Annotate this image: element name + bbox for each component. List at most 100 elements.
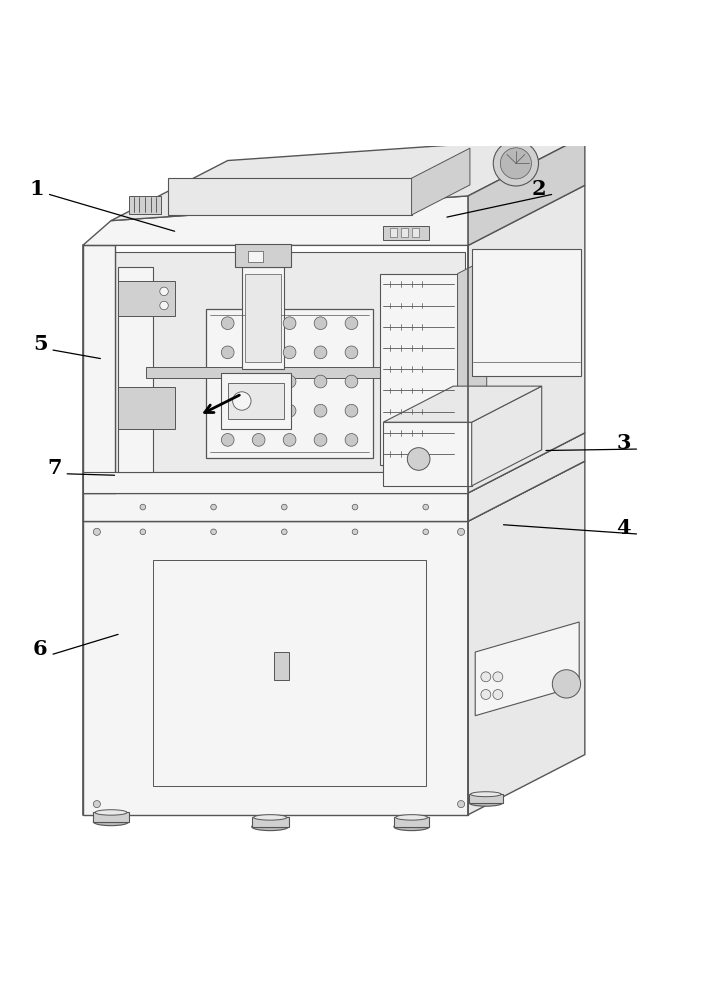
Circle shape (481, 690, 491, 699)
Circle shape (283, 346, 296, 359)
Bar (228, 383, 284, 419)
Circle shape (222, 375, 234, 388)
Circle shape (233, 392, 251, 410)
Ellipse shape (252, 823, 288, 831)
Circle shape (457, 801, 464, 808)
Circle shape (222, 317, 234, 330)
Polygon shape (468, 136, 585, 245)
Bar (391, 228, 398, 237)
Circle shape (345, 375, 358, 388)
Circle shape (252, 317, 265, 330)
Circle shape (283, 375, 296, 388)
Polygon shape (468, 461, 585, 815)
Polygon shape (471, 386, 542, 486)
Circle shape (352, 504, 358, 510)
Bar (394, 817, 430, 827)
Circle shape (552, 670, 581, 698)
Circle shape (314, 317, 327, 330)
Polygon shape (83, 461, 585, 521)
Circle shape (314, 404, 327, 417)
Polygon shape (471, 249, 581, 376)
Polygon shape (118, 267, 153, 472)
Polygon shape (83, 472, 468, 493)
Polygon shape (457, 349, 493, 378)
Circle shape (493, 690, 503, 699)
Text: 1: 1 (29, 179, 44, 199)
Text: 3: 3 (616, 433, 631, 453)
Ellipse shape (471, 792, 501, 797)
Circle shape (493, 672, 503, 682)
Circle shape (481, 672, 491, 682)
Polygon shape (242, 267, 284, 369)
Ellipse shape (395, 815, 427, 820)
Circle shape (140, 529, 146, 535)
Ellipse shape (253, 815, 287, 820)
Bar (129, 196, 160, 214)
Circle shape (283, 404, 296, 417)
Circle shape (345, 346, 358, 359)
Bar (401, 228, 408, 237)
Circle shape (93, 801, 100, 808)
Circle shape (281, 529, 287, 535)
Polygon shape (383, 386, 542, 422)
Circle shape (222, 346, 234, 359)
Circle shape (423, 504, 429, 510)
Polygon shape (380, 274, 457, 465)
Circle shape (345, 317, 358, 330)
Circle shape (283, 317, 296, 330)
Circle shape (252, 375, 265, 388)
Bar (248, 251, 263, 262)
Polygon shape (383, 422, 471, 486)
Polygon shape (111, 136, 585, 221)
Polygon shape (83, 521, 468, 815)
Circle shape (211, 529, 217, 535)
Circle shape (160, 287, 168, 296)
Circle shape (314, 375, 327, 388)
Polygon shape (146, 367, 457, 378)
Polygon shape (221, 373, 291, 429)
Polygon shape (246, 274, 280, 362)
Circle shape (281, 504, 287, 510)
Text: 2: 2 (532, 179, 546, 199)
Circle shape (222, 434, 234, 446)
Polygon shape (468, 185, 585, 493)
Polygon shape (83, 245, 114, 493)
Polygon shape (83, 196, 468, 245)
Polygon shape (475, 622, 579, 716)
Polygon shape (83, 493, 468, 521)
Ellipse shape (469, 799, 503, 806)
Circle shape (211, 504, 217, 510)
Bar (383, 226, 430, 240)
Ellipse shape (95, 810, 127, 815)
Circle shape (423, 529, 429, 535)
Text: 7: 7 (47, 458, 62, 478)
Bar (252, 817, 288, 827)
Polygon shape (468, 433, 585, 521)
Circle shape (314, 434, 327, 446)
Circle shape (345, 434, 358, 446)
Text: 5: 5 (33, 334, 48, 354)
Ellipse shape (394, 823, 430, 831)
Text: 4: 4 (616, 518, 631, 538)
Circle shape (140, 504, 146, 510)
Circle shape (457, 528, 464, 535)
Circle shape (501, 148, 532, 179)
Text: 6: 6 (33, 639, 48, 659)
Polygon shape (118, 281, 175, 316)
Circle shape (283, 434, 296, 446)
Bar (273, 652, 289, 680)
Circle shape (314, 346, 327, 359)
Circle shape (160, 301, 168, 310)
Circle shape (408, 448, 430, 470)
Circle shape (352, 529, 358, 535)
Polygon shape (457, 259, 487, 465)
Bar (235, 244, 291, 267)
Polygon shape (83, 433, 585, 493)
Circle shape (252, 346, 265, 359)
Circle shape (222, 404, 234, 417)
Polygon shape (168, 178, 412, 215)
Circle shape (93, 528, 100, 535)
Circle shape (252, 404, 265, 417)
Polygon shape (412, 148, 470, 215)
Bar (153, 560, 426, 786)
